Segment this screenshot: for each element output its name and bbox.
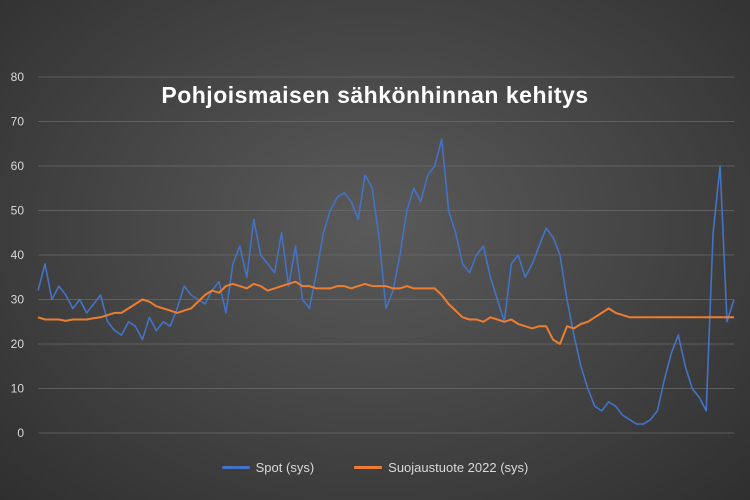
y-tick-label-70: 70: [11, 115, 25, 129]
legend-item-spot: Spot (sys): [221, 460, 315, 475]
y-tick-label-30: 30: [11, 293, 25, 307]
legend-label-suojaustuote: Suojaustuote 2022 (sys): [388, 460, 529, 475]
y-tick-label-80: 80: [11, 70, 25, 84]
legend: Spot (sys) Suojaustuote 2022 (sys): [0, 460, 750, 475]
y-tick-label-20: 20: [11, 337, 25, 351]
legend-swatch-spot: [221, 466, 250, 469]
y-tick-label-10: 10: [11, 382, 25, 396]
legend-item-suojaustuote: Suojaustuote 2022 (sys): [354, 460, 528, 475]
y-axis-tick-labels: 0 10 20 30 40 50 60 70 80: [11, 70, 25, 440]
series-line-spot: [37, 138, 735, 425]
grid-lines: [38, 76, 734, 434]
y-tick-label-60: 60: [11, 159, 25, 173]
legend-label-spot: Spot (sys): [255, 460, 315, 475]
chart-title: Pohjoismaisen sähkönhinnan kehitys: [161, 82, 589, 108]
series-line-suojaustuote: [37, 280, 734, 345]
y-tick-label-40: 40: [11, 248, 25, 262]
y-tick-label-0: 0: [17, 426, 24, 440]
legend-swatch-suojaustuote: [354, 466, 383, 469]
y-tick-label-50: 50: [11, 204, 25, 218]
series-lines: [37, 138, 735, 425]
